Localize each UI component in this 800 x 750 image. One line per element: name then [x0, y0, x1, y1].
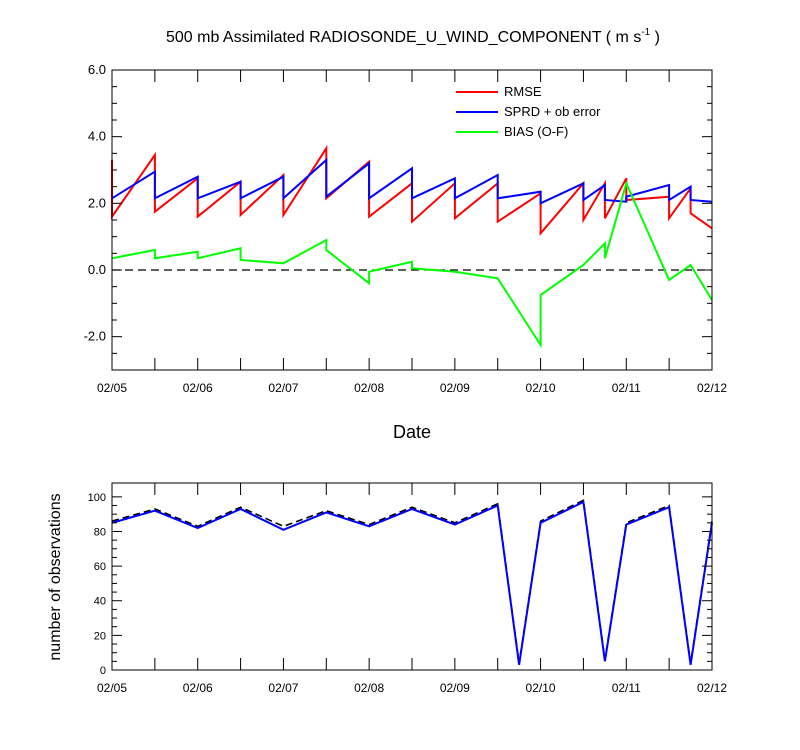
x-tick-label: 02/08	[354, 681, 384, 695]
bottom-series-group	[111, 499, 713, 665]
y-tick-label: 100	[88, 492, 106, 504]
x-axis-label: Date	[393, 422, 431, 442]
x-tick-label: 02/10	[526, 681, 556, 695]
series-line-bias-o-f	[111, 180, 713, 349]
series-line-sprd-ob-error	[111, 157, 713, 205]
x-tick-label: 02/12	[697, 381, 727, 395]
y-tick-label: -2.0	[84, 329, 106, 344]
x-tick-label: 02/06	[183, 681, 213, 695]
x-tick-label: 02/12	[697, 681, 727, 695]
bottom-plot-frame	[111, 482, 713, 671]
x-tick-label: 02/05	[97, 681, 127, 695]
legend-label-sprd-ob-error: SPRD + ob error	[504, 104, 601, 119]
x-tick-label: 02/08	[354, 381, 384, 395]
y-tick-label: 2.0	[88, 195, 106, 210]
top-axis-ticks: 02/05 02/06 02/07 02/08 02/09 02/10 02/11 02/12…	[84, 62, 728, 395]
y-tick-label: 0	[100, 665, 106, 677]
chart-title-main: 500 mb Assimilated RADIOSONDE_U_WIND_COM…	[166, 29, 641, 46]
y-tick-label: 40	[94, 596, 106, 608]
chart-title-end: )	[650, 29, 660, 46]
x-tick-label: 02/09	[440, 381, 470, 395]
y-tick-label: 80	[94, 526, 106, 538]
legend: RMSE SPRD + ob error BIAS (O-F)	[456, 84, 601, 139]
x-tick-label: 02/07	[268, 681, 298, 695]
top-plot-panel: 02/05 02/06 02/07 02/08 02/09 02/10 02/11 02/12…	[84, 62, 728, 395]
x-tick-label: 02/11	[612, 381, 641, 395]
x-tick-label: 02/09	[440, 681, 470, 695]
x-tick-label: 02/11	[612, 681, 641, 695]
x-tick-label: 02/10	[526, 381, 556, 395]
y-tick-label: 6.0	[88, 62, 106, 77]
series-line-observations-used	[111, 500, 713, 665]
x-tick-label: 02/05	[97, 381, 127, 395]
top-series-group	[111, 144, 713, 349]
series-line-observations-possible	[111, 499, 713, 664]
y-tick-label: 0.0	[88, 262, 106, 277]
chart-title: 500 mb Assimilated RADIOSONDE_U_WIND_COM…	[166, 27, 660, 46]
chart-title-superscript: -1	[641, 27, 650, 38]
y-axis-label: number of observations	[47, 493, 64, 660]
bottom-axis-ticks: 02/05 02/06 02/07 02/08 02/09 02/10 02/11 02/12…	[88, 483, 727, 695]
legend-label-bias-o-f: BIAS (O-F)	[504, 124, 568, 139]
x-tick-label: 02/06	[183, 381, 213, 395]
legend-label-rmse: RMSE	[504, 84, 542, 99]
bottom-plot-panel: 02/05 02/06 02/07 02/08 02/09 02/10 02/11 02/12…	[88, 482, 727, 695]
y-tick-label: 20	[94, 630, 106, 642]
x-tick-label: 02/07	[268, 381, 298, 395]
y-tick-label: 4.0	[88, 129, 106, 144]
y-tick-label: 60	[94, 561, 106, 573]
